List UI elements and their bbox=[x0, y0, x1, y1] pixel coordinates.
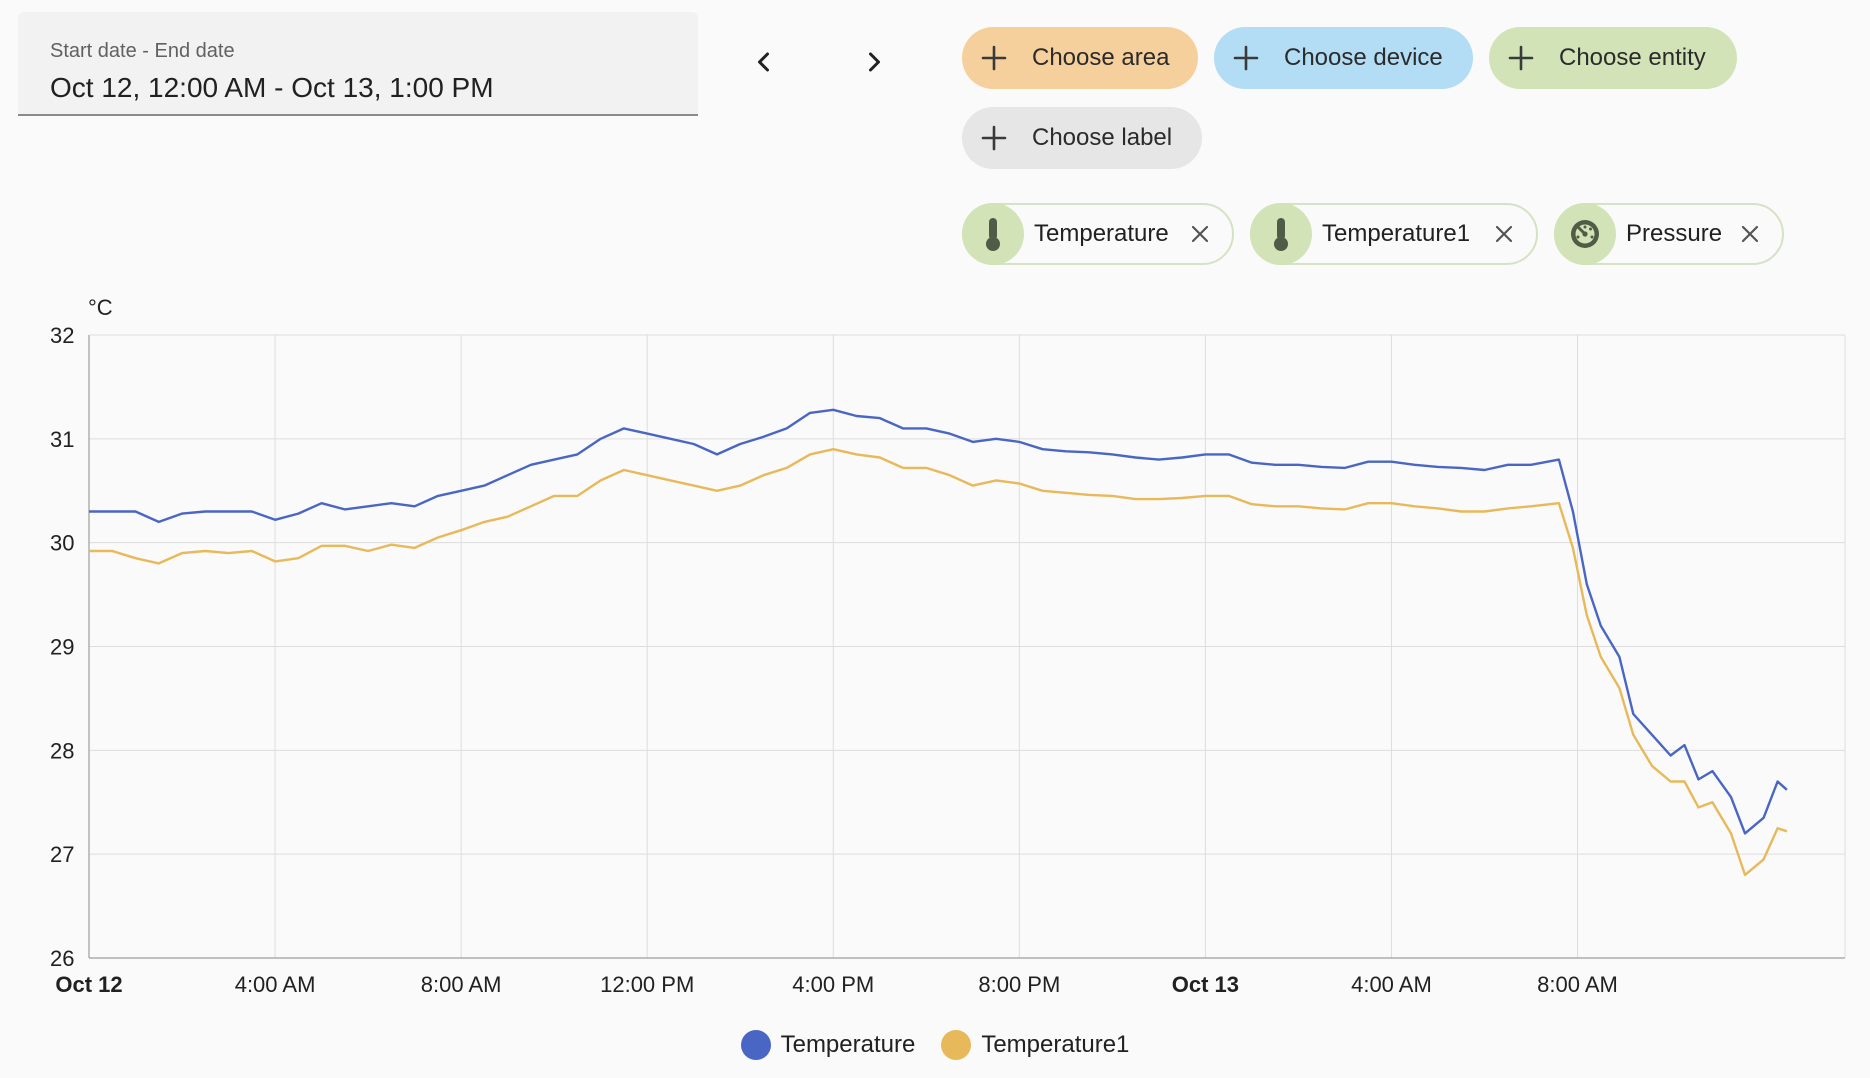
x-tick-label: 12:00 PM bbox=[600, 972, 694, 997]
series-line-temperature bbox=[89, 408, 1788, 835]
legend-swatch bbox=[740, 1030, 771, 1060]
choose-label-button[interactable]: Choose label bbox=[962, 107, 1202, 169]
y-tick-label: 31 bbox=[50, 427, 74, 452]
x-tick-label: 8:00 AM bbox=[1537, 972, 1618, 997]
y-tick-label: 26 bbox=[50, 946, 74, 971]
date-range-label: Start date - End date bbox=[50, 40, 235, 62]
series-line-temperature1 bbox=[89, 448, 1788, 877]
choose-area-button[interactable]: Choose area bbox=[962, 27, 1198, 89]
y-tick-label: 28 bbox=[50, 738, 74, 763]
x-tick-label: 8:00 AM bbox=[421, 972, 502, 997]
remove-entity-icon[interactable] bbox=[1738, 222, 1762, 246]
plus-icon bbox=[981, 125, 1007, 151]
gauge-icon bbox=[1554, 203, 1616, 265]
remove-entity-icon[interactable] bbox=[1188, 222, 1212, 246]
legend-swatch bbox=[941, 1030, 972, 1060]
choose-entity-button[interactable]: Choose entity bbox=[1489, 27, 1737, 89]
plus-icon bbox=[1508, 45, 1534, 71]
selected-entity-chip[interactable]: Temperature bbox=[962, 203, 1234, 265]
selected-entity-chip[interactable]: Temperature1 bbox=[1250, 203, 1538, 265]
chart-grid bbox=[88, 334, 1846, 959]
x-tick-label: 4:00 PM bbox=[792, 972, 874, 997]
selected-entity-label: Temperature1 bbox=[1322, 220, 1471, 247]
previous-range-button[interactable] bbox=[740, 38, 788, 86]
x-tick-label: Oct 13 bbox=[1172, 972, 1239, 997]
chevron-left-icon bbox=[758, 52, 769, 72]
x-tick-label: Oct 12 bbox=[55, 972, 122, 997]
chart-series bbox=[89, 408, 1788, 877]
legend-label: Temperature bbox=[780, 1031, 916, 1058]
plus-icon bbox=[1233, 45, 1259, 71]
date-range-picker[interactable]: Start date - End date Oct 12, 12:00 AM -… bbox=[18, 12, 698, 116]
y-tick-label: 32 bbox=[50, 323, 74, 348]
history-line-chart[interactable]: °C 26 27 28 29 30 31 32 Oct 12 4:00 AM 8:00 AM 12… bbox=[0, 0, 1870, 1020]
selected-entity-label: Pressure bbox=[1626, 220, 1723, 247]
x-axis-ticks: Oct 12 4:00 AM 8:00 AM 12:00 PM 4:00 PM 8:00 … bbox=[55, 972, 1618, 997]
choose-entity-label: Choose entity bbox=[1559, 44, 1706, 71]
legend-item-temperature1[interactable]: Temperature1 bbox=[941, 1030, 1129, 1060]
choose-device-button[interactable]: Choose device bbox=[1214, 27, 1473, 89]
selected-entity-label: Temperature bbox=[1034, 220, 1169, 247]
date-range-value[interactable]: Oct 12, 12:00 AM - Oct 13, 1:00 PM bbox=[50, 72, 494, 103]
plus-icon bbox=[981, 45, 1007, 71]
x-tick-label: 4:00 AM bbox=[235, 972, 316, 997]
y-axis-unit: °C bbox=[88, 295, 113, 320]
legend-item-temperature[interactable]: Temperature bbox=[740, 1030, 916, 1060]
selected-entity-chip[interactable]: Pressure bbox=[1554, 203, 1784, 265]
thermometer-icon bbox=[1250, 203, 1312, 265]
choose-area-label: Choose area bbox=[1032, 44, 1170, 71]
y-axis-ticks: 26 27 28 29 30 31 32 bbox=[50, 323, 74, 971]
x-tick-label: 8:00 PM bbox=[978, 972, 1060, 997]
y-tick-label: 30 bbox=[50, 531, 74, 556]
choose-device-label: Choose device bbox=[1284, 44, 1443, 71]
chart-legend: Temperature Temperature1 bbox=[0, 1030, 1870, 1060]
chevron-right-icon bbox=[869, 52, 880, 72]
y-tick-label: 29 bbox=[50, 635, 74, 660]
y-tick-label: 27 bbox=[50, 842, 74, 867]
legend-label: Temperature1 bbox=[981, 1031, 1130, 1058]
x-tick-label: 4:00 AM bbox=[1351, 972, 1432, 997]
next-range-button[interactable] bbox=[850, 38, 898, 86]
remove-entity-icon[interactable] bbox=[1492, 222, 1516, 246]
thermometer-icon bbox=[962, 203, 1024, 265]
choose-label-label: Choose label bbox=[1032, 124, 1173, 151]
